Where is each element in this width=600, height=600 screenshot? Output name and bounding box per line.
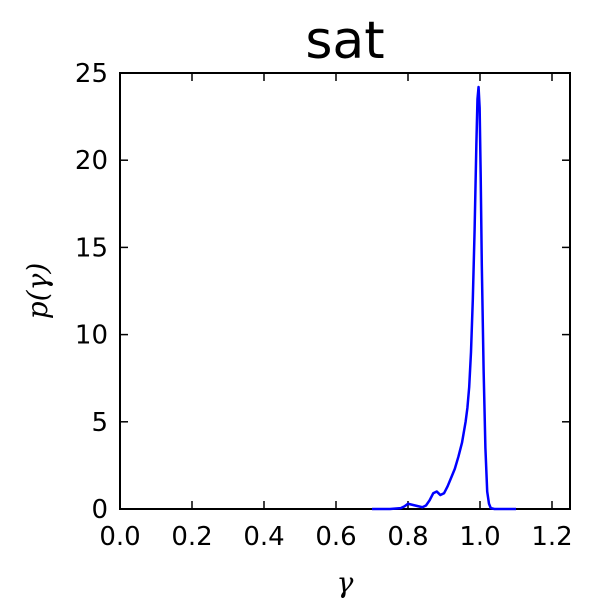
series-line (372, 85, 516, 511)
y-axis-label: p(γ) (21, 263, 54, 320)
y-tick-label: 15 (75, 233, 108, 263)
y-tick-label: 20 (75, 146, 108, 176)
x-tick-label: 0.4 (243, 522, 284, 552)
x-axis-label: γ (337, 566, 354, 599)
x-tick-label: 0.6 (315, 522, 356, 552)
x-tick-label: 1.2 (531, 522, 572, 552)
y-tick-labels: 0 5 10 15 20 25 (75, 59, 108, 525)
x-tick-labels: 0.0 0.2 0.4 0.6 0.8 1.0 1.2 (99, 522, 572, 552)
x-tick-label: 0.2 (171, 522, 212, 552)
x-ticks (119, 73, 553, 509)
chart-title: sat (305, 11, 384, 71)
y-tick-label: 25 (75, 59, 108, 89)
y-tick-label: 0 (91, 495, 108, 525)
x-tick-label: 0.0 (99, 522, 140, 552)
x-tick-label: 1.0 (459, 522, 500, 552)
y-tick-label: 5 (91, 408, 108, 438)
y-ticks (120, 72, 570, 510)
plot-frame (119, 72, 571, 510)
x-tick-label: 0.8 (387, 522, 428, 552)
y-tick-label: 10 (75, 321, 108, 351)
